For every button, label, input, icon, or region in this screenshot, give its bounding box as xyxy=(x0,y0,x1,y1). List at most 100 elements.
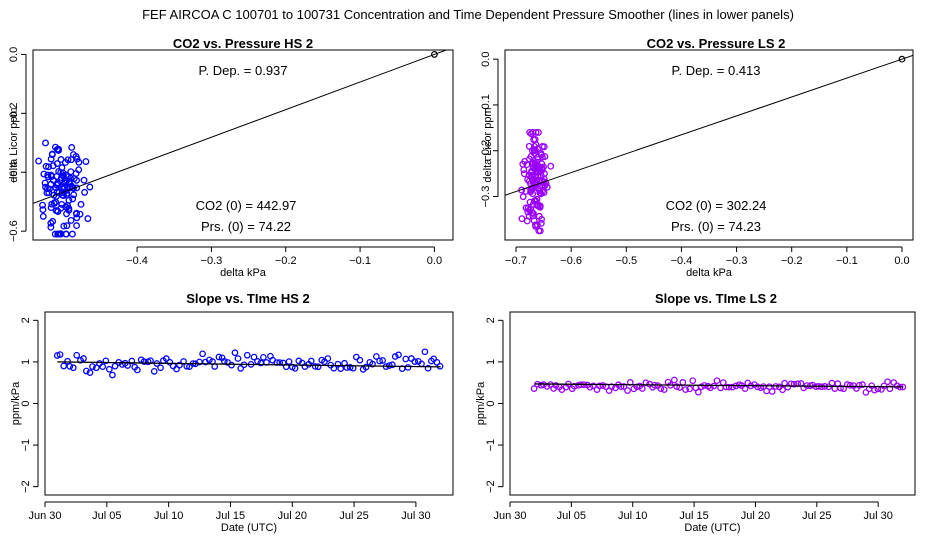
data-point xyxy=(421,348,429,356)
data-point xyxy=(638,385,646,392)
data-point xyxy=(362,363,370,371)
data-point xyxy=(58,164,66,172)
data-point xyxy=(531,221,539,229)
x-tick-label: −0.2 xyxy=(275,255,297,267)
data-point xyxy=(784,383,792,391)
x-tick-label: Jul 10 xyxy=(618,510,647,522)
data-point xyxy=(686,385,693,393)
fit-line xyxy=(33,50,448,204)
data-point xyxy=(547,162,555,170)
smoother-line xyxy=(57,361,441,368)
x-tick-label: Jul 15 xyxy=(679,510,708,522)
x-tick-label: 0.0 xyxy=(427,255,442,267)
y-tick-label: −0.2 xyxy=(480,140,492,162)
data-point xyxy=(48,200,56,208)
data-point xyxy=(379,357,387,364)
data-point xyxy=(61,159,69,166)
data-point xyxy=(63,222,71,230)
x-tick-label: 0.0 xyxy=(894,255,909,267)
data-point xyxy=(73,351,81,359)
data-point xyxy=(237,365,245,372)
data-point xyxy=(84,215,92,223)
data-point xyxy=(53,160,61,168)
data-point xyxy=(670,376,678,384)
data-point xyxy=(520,170,528,178)
data-point xyxy=(529,128,537,136)
data-point xyxy=(47,219,55,227)
data-point xyxy=(531,172,539,180)
x-tick-label: Jul 25 xyxy=(802,510,831,522)
data-point xyxy=(590,382,597,390)
data-point xyxy=(128,357,136,365)
y-tick-label: −0.4 xyxy=(8,161,20,183)
data-point xyxy=(725,383,733,391)
data-point xyxy=(35,157,43,165)
data-point xyxy=(75,158,83,166)
data-point xyxy=(536,203,544,211)
panel-annotation: P. Dep. = 0.413 xyxy=(671,63,760,78)
data-point xyxy=(162,355,170,363)
data-point xyxy=(72,210,80,218)
data-point xyxy=(570,382,578,390)
x-axis-label: Date (UTC) xyxy=(684,522,740,534)
plot-frame xyxy=(509,311,916,496)
data-point xyxy=(343,364,351,371)
data-point xyxy=(533,195,541,203)
plot-frame xyxy=(504,49,914,241)
data-point xyxy=(68,230,76,238)
data-point xyxy=(741,385,749,393)
data-point xyxy=(624,387,631,394)
data-point xyxy=(243,351,251,359)
data-point xyxy=(388,361,396,369)
panel-annotation: P. Dep. = 0.937 xyxy=(198,63,287,78)
y-tick-label: 1 xyxy=(20,359,32,365)
data-point xyxy=(39,201,46,209)
data-point xyxy=(395,351,402,359)
y-axis-label: delta Licor ppm xyxy=(482,107,494,182)
data-point xyxy=(52,184,60,192)
data-point xyxy=(424,364,432,372)
plot-frame xyxy=(32,49,454,241)
data-point xyxy=(86,183,94,191)
data-point xyxy=(519,193,527,201)
data-point xyxy=(75,166,83,174)
data-point xyxy=(846,381,854,389)
data-point xyxy=(234,355,242,362)
data-point xyxy=(529,200,537,208)
y-tick-label: 2 xyxy=(485,317,497,323)
panel-annotation: Prs. (0) = 74.22 xyxy=(201,219,291,234)
y-tick-label: −0.3 xyxy=(480,186,492,208)
data-point xyxy=(768,388,776,395)
panel-annotation: CO2 (0) = 442.97 xyxy=(196,198,297,213)
x-axis-label: delta kPa xyxy=(220,267,267,279)
data-point xyxy=(134,366,141,374)
plot-area xyxy=(33,50,448,238)
plot-area xyxy=(53,348,444,379)
data-point xyxy=(540,178,548,186)
data-point xyxy=(81,188,89,196)
origin-point xyxy=(431,51,438,58)
plot-area xyxy=(505,54,913,235)
data-point xyxy=(404,364,412,371)
data-point xyxy=(67,216,75,224)
data-point xyxy=(537,149,545,157)
data-point xyxy=(76,210,84,218)
data-point xyxy=(39,212,47,220)
data-point xyxy=(859,381,866,388)
data-point xyxy=(532,179,540,187)
y-tick-label: −2 xyxy=(485,480,497,493)
data-point xyxy=(372,353,380,360)
x-axis-label: delta kPa xyxy=(686,267,733,279)
data-point xyxy=(47,155,55,163)
data-point xyxy=(93,364,100,372)
data-point xyxy=(56,351,64,358)
data-point xyxy=(722,383,730,391)
data-point xyxy=(250,353,258,361)
data-point xyxy=(215,353,223,361)
x-tick-label: Jul 10 xyxy=(154,510,183,522)
data-point xyxy=(766,383,773,391)
y-tick-label: −0.2 xyxy=(8,102,20,124)
data-point xyxy=(880,382,888,390)
data-point xyxy=(536,189,544,197)
